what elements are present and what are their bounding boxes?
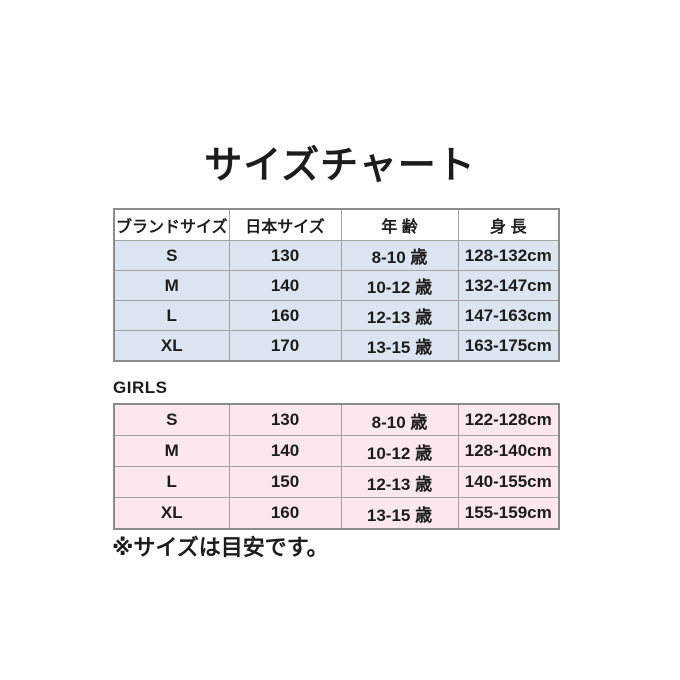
table-row: S 130 8-10 歳 128-132cm bbox=[113, 240, 560, 271]
table-cell: 163-175cm bbox=[457, 330, 560, 362]
girls-section-label: GIRLS bbox=[113, 378, 168, 397]
column-header: 身 長 bbox=[457, 208, 560, 241]
table-cell: L bbox=[113, 300, 230, 331]
table-cell: 13-15 歳 bbox=[340, 497, 459, 530]
table-cell: 10-12 歳 bbox=[340, 270, 459, 301]
table-cell: 155-159cm bbox=[457, 497, 560, 530]
table-cell: 122-128cm bbox=[457, 403, 560, 436]
table-cell: 147-163cm bbox=[457, 300, 560, 331]
table-cell: 12-13 歳 bbox=[340, 300, 459, 331]
table-cell: 170 bbox=[228, 330, 342, 362]
table-cell: 128-132cm bbox=[457, 240, 560, 271]
column-header: 年 齢 bbox=[340, 208, 459, 241]
table-cell: 128-140cm bbox=[457, 435, 560, 467]
table-cell: M bbox=[113, 270, 230, 301]
table-cell: 150 bbox=[228, 466, 342, 498]
table-cell: 10-12 歳 bbox=[340, 435, 459, 467]
table-row: XL 170 13-15 歳 163-175cm bbox=[113, 330, 560, 362]
table-cell: 140 bbox=[228, 270, 342, 301]
table-cell: 130 bbox=[228, 240, 342, 271]
table-cell: 12-13 歳 bbox=[340, 466, 459, 498]
table-cell: 130 bbox=[228, 403, 342, 436]
table-row: S 130 8-10 歳 122-128cm bbox=[113, 403, 560, 436]
page-title: サイズチャート bbox=[204, 145, 476, 187]
table-cell: L bbox=[113, 466, 230, 498]
table-row: L 160 12-13 歳 147-163cm bbox=[113, 300, 560, 331]
table-cell: 13-15 歳 bbox=[340, 330, 459, 362]
table-cell: 160 bbox=[228, 497, 342, 530]
girls-size-table: S 130 8-10 歳 122-128cm M 140 10-12 歳 128-140cm L… bbox=[113, 403, 560, 530]
table-cell: S bbox=[113, 403, 230, 436]
table-header-row: ブランドサイズ 日本サイズ年 齢身 長 bbox=[113, 208, 560, 241]
table-row: L 150 12-13 歳 140-155cm bbox=[113, 466, 560, 498]
table-cell: 140-155cm bbox=[457, 466, 560, 498]
table-cell: XL bbox=[113, 330, 230, 362]
table-cell: 8-10 歳 bbox=[340, 240, 459, 271]
brand-size-table: ブランドサイズ 日本サイズ年 齢身 長 S 130 8-10 歳 128-132cm M 1… bbox=[113, 208, 560, 362]
table-row: M 140 10-12 歳 132-147cm bbox=[113, 270, 560, 301]
table-cell: XL bbox=[113, 497, 230, 530]
table-row: M 140 10-12 歳 128-140cm bbox=[113, 435, 560, 467]
table-row: XL 160 13-15 歳 155-159cm bbox=[113, 497, 560, 530]
size-disclaimer-note: ※サイズは目安です。 bbox=[112, 535, 329, 560]
table-cell: 132-147cm bbox=[457, 270, 560, 301]
table-cell: S bbox=[113, 240, 230, 271]
table-cell: 160 bbox=[228, 300, 342, 331]
table-cell: 8-10 歳 bbox=[340, 403, 459, 436]
column-header: 日本サイズ bbox=[228, 208, 342, 241]
table-cell: M bbox=[113, 435, 230, 467]
column-header: ブランドサイズ bbox=[113, 208, 230, 241]
table-cell: 140 bbox=[228, 435, 342, 467]
